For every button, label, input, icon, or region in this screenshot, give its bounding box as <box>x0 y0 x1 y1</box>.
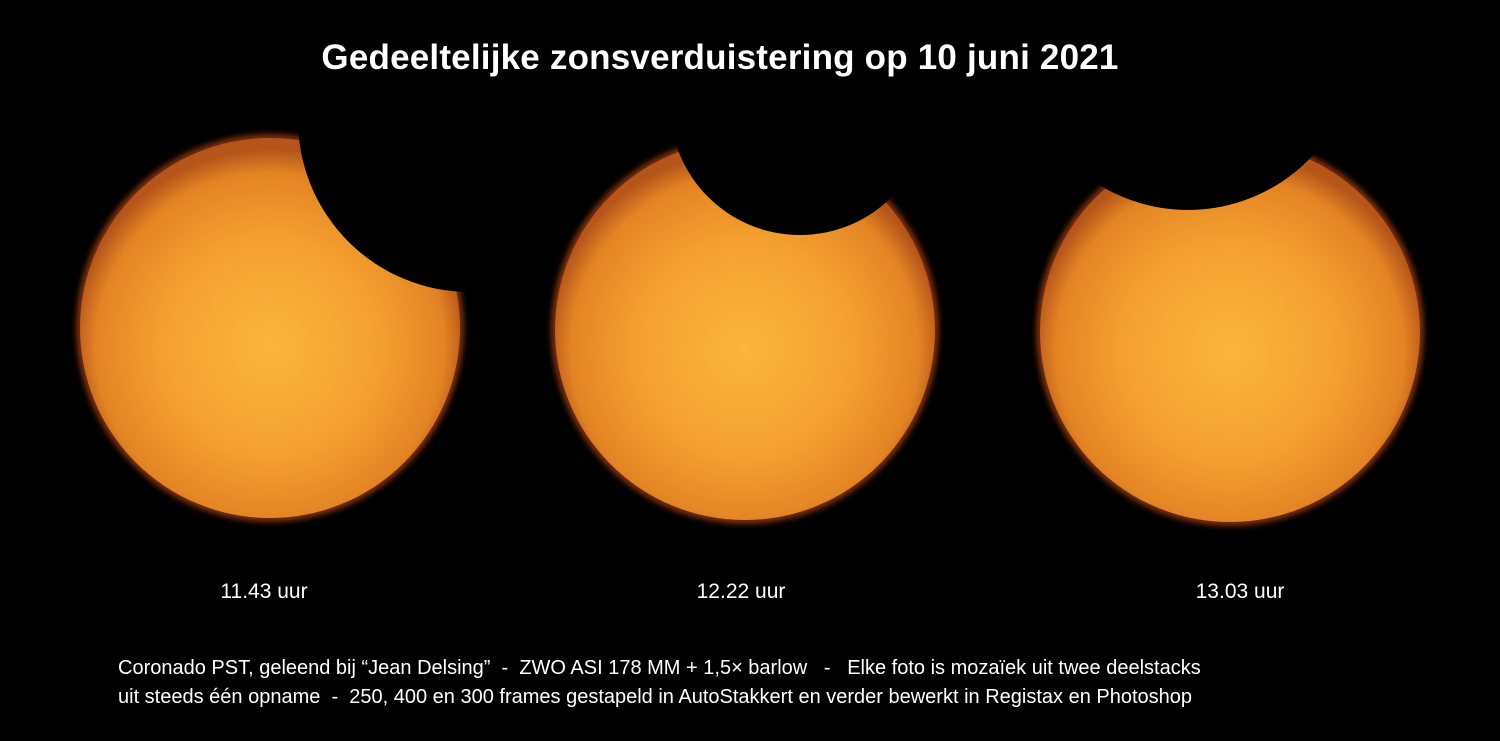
time-label-2: 12.22 uur <box>696 580 786 603</box>
sun-disc-2 <box>551 136 939 524</box>
time-label-3: 13.03 uur <box>1195 580 1285 603</box>
caption-line-2: uit steeds één opname - 250, 400 en 300 … <box>118 686 1193 708</box>
caption-line-1: Coronado PST, geleend bij “Jean Delsing”… <box>118 657 1201 679</box>
sun-disc-1 <box>76 134 464 522</box>
time-label-1: 11.43 uur <box>220 580 308 603</box>
sun-disc-3 <box>1036 138 1424 526</box>
page-title: Gedeeltelijke zonsverduistering op 10 ju… <box>321 38 1119 77</box>
